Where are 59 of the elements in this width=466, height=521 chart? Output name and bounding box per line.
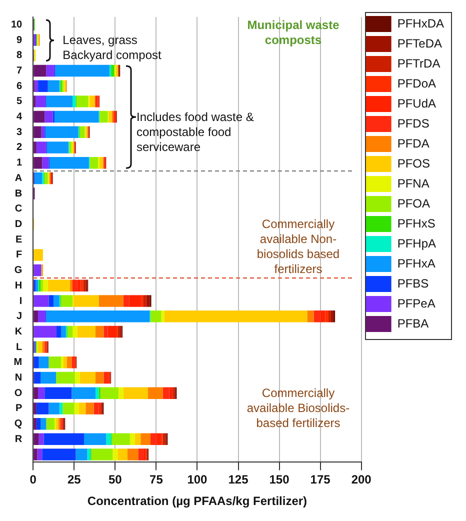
y-tick-label: G xyxy=(14,265,22,276)
y-tick-label: L xyxy=(16,342,22,353)
y-tick-label: Q xyxy=(14,418,22,430)
x-tick-label: 125 xyxy=(228,472,249,487)
legend-label: PFOS xyxy=(397,156,430,170)
y-tick-label: 8 xyxy=(16,50,23,62)
y-tick-label: 9 xyxy=(16,34,23,46)
legend-label: PFUdA xyxy=(397,96,436,110)
y-tick-label: K xyxy=(14,326,23,338)
annotation: Includes food waste & compostable food serviceware xyxy=(136,110,255,155)
annotation: Municipal waste composts xyxy=(246,18,340,48)
annotation: Commercially available Non-biosolids based fertilizers xyxy=(256,217,341,278)
legend-label: PFHxS xyxy=(397,216,436,230)
y-tick-label: 5 xyxy=(16,96,23,108)
y-tick-label: 3 xyxy=(16,126,23,138)
x-tick-label: 100 xyxy=(187,472,208,487)
y-tick-label: 2 xyxy=(16,142,23,154)
legend-label: PFTeDA xyxy=(397,36,442,50)
y-tick-label: D xyxy=(14,219,22,230)
legend-label: PFBA xyxy=(397,316,429,330)
x-tick-label: 50 xyxy=(108,472,122,487)
y-tick-label: 7 xyxy=(16,65,23,76)
y-tick-label: 1 xyxy=(16,158,23,169)
y-tick-label: 10 xyxy=(11,19,23,30)
y-tick-label: P xyxy=(15,403,22,414)
y-tick-label: 4 xyxy=(16,112,23,123)
x-axis-title: Concentration (µg PFAAs/kg Fertilizer) xyxy=(87,494,308,508)
legend-label: PFOA xyxy=(397,196,430,210)
legend-label: PFHpA xyxy=(397,236,436,250)
y-tick-label: C xyxy=(14,204,22,215)
x-tick-label: 200 xyxy=(351,472,372,487)
legend-label: PFNA xyxy=(397,176,430,190)
legend-label: PFHxDA xyxy=(397,16,444,30)
x-tick-label: 25 xyxy=(67,472,82,487)
legend-label: PFTrDA xyxy=(397,56,440,70)
x-tick-label: 0 xyxy=(30,472,37,487)
x-tick-label: 75 xyxy=(150,472,164,487)
legend-label: PFHxA xyxy=(397,256,436,270)
y-tick-label: 6 xyxy=(16,80,23,92)
y-tick-label: B xyxy=(14,188,22,200)
annotation: Commercially available Biosolids-based fertilizers xyxy=(246,386,351,432)
y-tick-label: R xyxy=(14,434,23,445)
y-tick-label: E xyxy=(15,234,22,246)
y-tick-label: A xyxy=(14,172,22,184)
legend-label: PFPeA xyxy=(397,296,436,310)
annotation: Leaves, grass Backyard compost xyxy=(62,33,162,64)
legend-label: PFBS xyxy=(397,276,429,290)
x-tick-label: 150 xyxy=(269,472,290,487)
legend-label: PFDA xyxy=(397,136,430,150)
y-tick-label: H xyxy=(14,280,22,292)
y-tick-label: N xyxy=(14,372,22,384)
x-tick-label: 175 xyxy=(310,472,331,487)
legend-label: PFDS xyxy=(397,116,430,130)
y-tick-label: M xyxy=(14,357,22,368)
y-tick-label: J xyxy=(16,311,22,322)
y-tick-label: O xyxy=(14,388,22,399)
y-tick-label: F xyxy=(16,250,22,261)
y-tick-label: I xyxy=(19,296,22,307)
legend-label: PFDoA xyxy=(397,76,436,90)
